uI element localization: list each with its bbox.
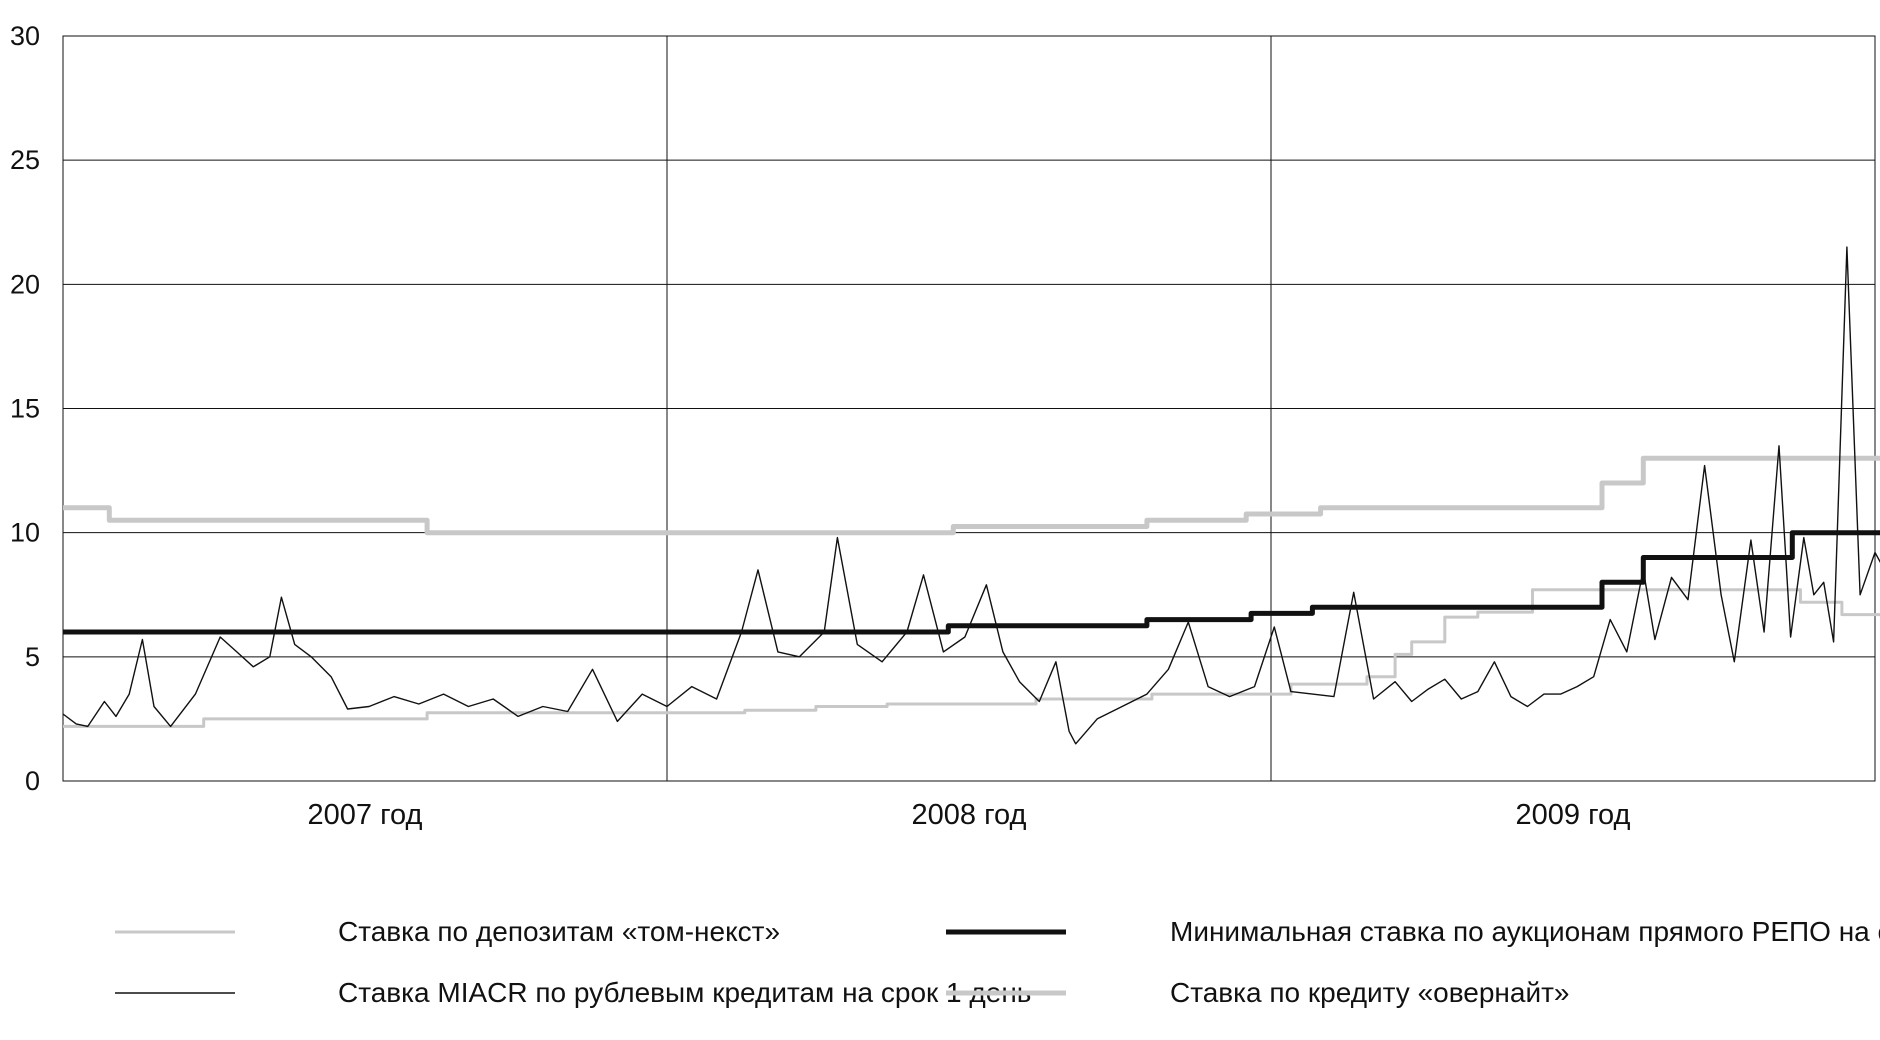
y-tick-label: 10 [10,518,40,548]
y-tick-label: 15 [10,394,40,424]
legend: Ставка по депозитам «том-некст» Ставка MI… [115,916,1880,1008]
series-line-4 [63,455,1880,536]
y-axis-tick-labels: 0 5 10 15 20 25 30 [10,21,40,796]
series-line-3 [63,530,1880,635]
x-category-label: 2008 год [912,799,1027,831]
y-tick-label: 25 [10,145,40,175]
data-series [62,246,1880,745]
x-category-label: 2007 год [308,799,423,831]
x-axis-category-labels: 2007 год 2008 год 2009 год [308,799,1631,831]
y-tick-label: 5 [25,642,40,672]
y-tick-label: 30 [10,21,40,51]
legend-label: Ставка по кредиту «овернайт» [1170,977,1570,1008]
legend-label: Минимальная ставка по аукционам прямого … [1170,916,1880,947]
legend-label: Ставка MIACR по рублевым кредитам на сро… [338,977,1031,1008]
y-tick-label: 20 [10,269,40,299]
y-tick-label: 0 [25,766,40,796]
grid-lines [63,36,1875,781]
series-line-1 [63,588,1880,728]
x-category-label: 2009 год [1516,799,1631,831]
legend-label: Ставка по депозитам «том-некст» [338,916,780,947]
series-line-2 [62,246,1880,745]
